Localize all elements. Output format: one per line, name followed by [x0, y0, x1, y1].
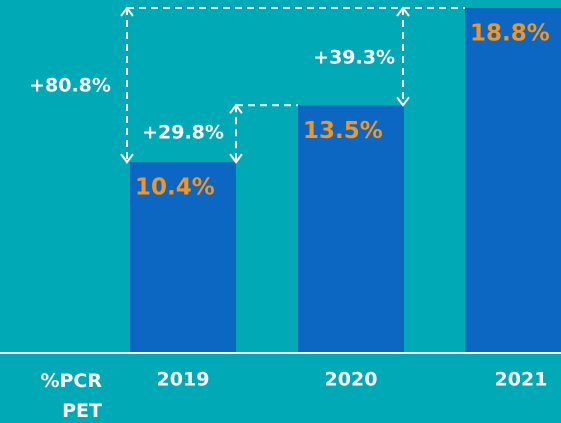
arrow-head	[229, 153, 243, 164]
x-tick-label: 2019	[157, 369, 210, 391]
x-axis-label: %PCR PET	[40, 370, 102, 422]
arrow-head	[396, 6, 410, 17]
arrow-head	[120, 6, 134, 17]
value-label: 18.8%	[470, 21, 550, 47]
growth-annotation: +29.8%	[142, 122, 224, 144]
bar	[130, 162, 236, 353]
arrow-head	[396, 96, 410, 107]
arrow-head	[120, 153, 134, 164]
growth-annotation: +39.3%	[313, 47, 395, 69]
bar	[298, 105, 404, 353]
arrow-head	[229, 103, 243, 114]
value-label: 10.4%	[135, 175, 215, 201]
x-tick-label: 2021	[495, 369, 548, 391]
bar	[465, 8, 561, 353]
x-tick-label: 2020	[325, 369, 378, 391]
growth-annotation: +80.8%	[29, 75, 111, 97]
value-label: 13.5%	[303, 118, 383, 144]
